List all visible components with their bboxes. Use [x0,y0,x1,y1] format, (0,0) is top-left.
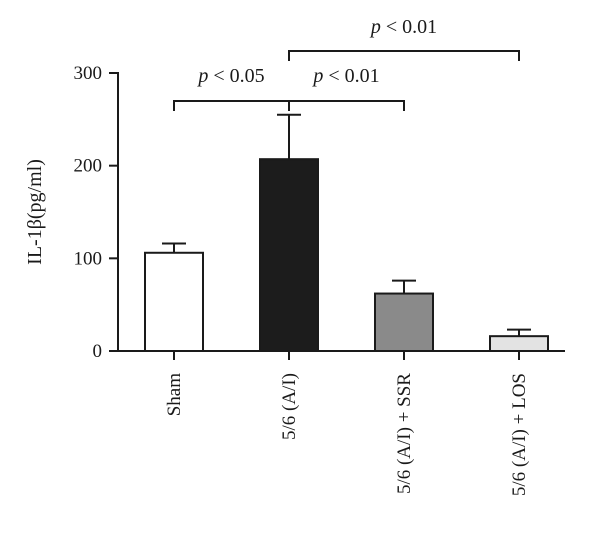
significance-label: p < 0.05 [196,65,264,87]
category-label: 5/6 (A/I) + SSR [394,373,415,494]
bar [374,292,434,352]
y-axis-label: IL-1β(pg/ml) [24,159,46,265]
significance-bracket [173,100,290,111]
p-value-text: < 0.05 [208,65,264,87]
y-tick-label: 0 [93,341,103,362]
significance-label: p < 0.01 [369,16,437,38]
bars [144,113,549,353]
y-tick-label: 200 [74,156,103,177]
y-tick-label: 100 [74,248,103,269]
category-label: 5/6 (A/I) [279,373,300,440]
significance-bracket [288,50,520,61]
significance-label: p < 0.01 [311,65,379,87]
bar [489,335,549,353]
category-label: Sham [164,373,185,417]
significance-brackets: p < 0.05 p < 0.01p < 0.01 [173,16,520,111]
significance-bracket [288,100,405,111]
p-symbol: p [311,65,323,87]
category-labels: Sham 5/6 (A/I) 5/6 (A/I) + SSR 5/6 (A/I) + … [164,373,530,496]
p-symbol: p [369,16,381,38]
p-symbol: p [196,65,208,87]
bar [259,158,319,352]
y-tick-label: 300 [74,63,103,84]
p-value-text: < 0.01 [381,16,437,38]
category-label: 5/6 (A/I) + LOS [509,373,530,496]
p-value-text: < 0.01 [323,65,379,87]
bar [144,251,204,352]
